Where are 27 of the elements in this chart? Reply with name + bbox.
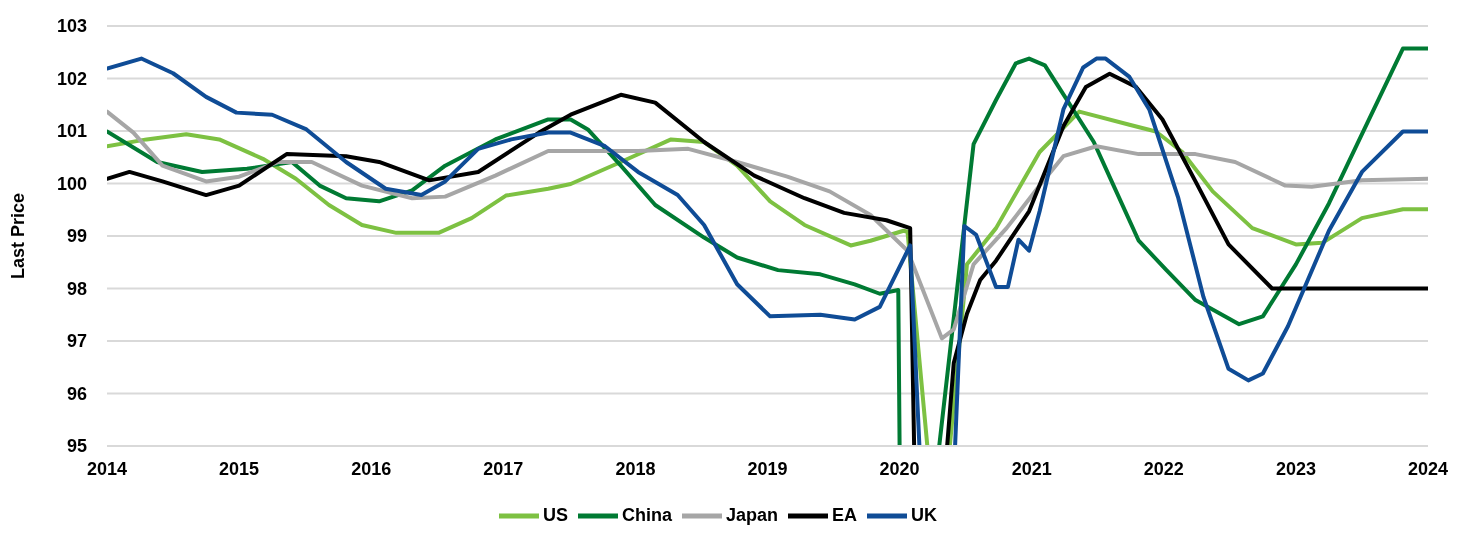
y-tick-label: 101: [56, 121, 87, 142]
y-tick-label: 99: [66, 226, 87, 247]
x-tick-label: 2014: [86, 458, 128, 479]
y-axis-title: Last Price: [8, 192, 29, 280]
legend-label: China: [621, 504, 672, 525]
y-tick-label: 95: [66, 436, 87, 457]
x-tick-label: 2018: [615, 458, 656, 479]
legend-label: US: [542, 504, 568, 525]
y-tick-label: 100: [56, 173, 87, 194]
y-tick-label: 97: [66, 331, 87, 352]
x-tick-label: 2022: [1143, 458, 1184, 479]
legend-label: EA: [832, 504, 858, 525]
x-tick-label: 2017: [483, 458, 524, 479]
legend-label: UK: [911, 504, 938, 525]
y-tick-label: 96: [66, 383, 87, 404]
x-tick-label: 2023: [1275, 458, 1316, 479]
x-tick-label: 2021: [1011, 458, 1052, 479]
x-tick-label: 2015: [219, 458, 260, 479]
x-tick-label: 2019: [747, 458, 788, 479]
x-tick-label: 2024: [1407, 458, 1449, 479]
y-tick-label: 102: [56, 68, 87, 89]
legend-label: Japan: [725, 504, 779, 525]
y-tick-label: 98: [66, 278, 87, 299]
line-series: [107, 109, 1428, 341]
x-tick-label: 2016: [351, 458, 392, 479]
x-tick-label: 2020: [879, 458, 920, 479]
y-tick-label: 103: [56, 16, 87, 37]
